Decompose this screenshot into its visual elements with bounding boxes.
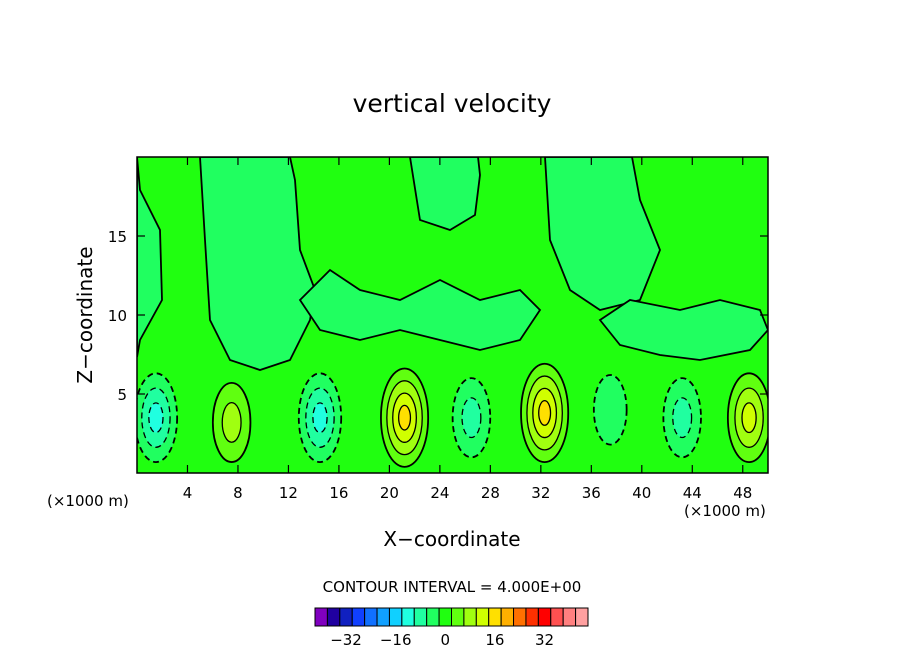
colorbar-swatch — [550, 607, 564, 627]
x-axis-label: X−coordinate — [383, 527, 520, 551]
colorbar-swatch — [376, 607, 390, 627]
contour-line — [741, 402, 757, 434]
x-unit-right: (×1000 m) — [684, 502, 766, 520]
x-tick-label: 20 — [380, 484, 399, 502]
contour-cell — [380, 367, 430, 468]
y-tick-label: 5 — [117, 386, 127, 404]
y-axis-label: Z−coordinate — [73, 246, 97, 383]
contour-cell — [662, 377, 702, 459]
x-tick-label: 36 — [582, 484, 601, 502]
x-tick-label: 24 — [430, 484, 449, 502]
contour-line — [298, 268, 542, 351]
x-tick-label: 32 — [531, 484, 550, 502]
colorbar-swatch — [463, 607, 477, 627]
colorbar-swatch — [401, 607, 415, 627]
colorbar-swatch — [413, 607, 428, 627]
blob-layer — [137, 362, 768, 468]
colorbar-swatch — [451, 607, 465, 627]
colorbar-swatch — [500, 607, 515, 627]
contour-cell — [592, 374, 628, 446]
colorbar — [314, 607, 589, 627]
chart-title: vertical velocity — [353, 89, 552, 118]
contour-line — [598, 299, 768, 361]
colorbar-tick-label: 32 — [535, 631, 554, 649]
colorbar-tick-label: −32 — [330, 631, 362, 649]
colorbar-swatch — [314, 607, 328, 627]
colorbar-swatch — [488, 607, 502, 627]
colorbar-swatch — [525, 607, 539, 627]
contour-line — [672, 397, 693, 439]
colorbar-swatch — [513, 607, 527, 627]
x-tick-label: 8 — [233, 484, 243, 502]
contour-line — [137, 157, 163, 358]
x-tick-label: 28 — [481, 484, 500, 502]
colorbar-tick-label: 0 — [441, 631, 451, 649]
contour-line — [397, 404, 412, 431]
colorbar-swatch — [537, 607, 552, 627]
contour-cell — [451, 377, 492, 459]
colorbar-swatch — [388, 607, 403, 627]
contour-cell — [137, 372, 179, 463]
y-tick-label: 15 — [108, 228, 127, 246]
contour-cell — [297, 372, 343, 464]
colorbar-swatch — [562, 607, 577, 627]
contour-line — [148, 402, 164, 434]
colorbar-tick-label: −16 — [380, 631, 412, 649]
colorbar-tick-label: 16 — [485, 631, 504, 649]
colorbar-swatch — [339, 607, 353, 627]
y-tick-label: 10 — [108, 307, 127, 325]
contour-line — [221, 401, 242, 443]
colorbar-ticks: −32 −16 0 16 32 — [330, 631, 554, 649]
colorbar-swatch — [575, 607, 589, 627]
colorbar-swatch — [351, 607, 366, 627]
x-axis: 4 8 12 16 20 24 28 32 36 40 44 48 — [183, 157, 752, 502]
contour-interval-label: CONTOUR INTERVAL = 4.000E+00 — [323, 578, 582, 596]
colorbar-swatch — [475, 607, 490, 627]
x-tick-label: 4 — [183, 484, 193, 502]
y-axis: 5 10 15 — [108, 228, 768, 404]
x-tick-label: 40 — [632, 484, 651, 502]
contour-cell — [726, 372, 768, 463]
colorbar-swatch — [438, 607, 453, 627]
x-unit-left: (×1000 m) — [47, 492, 129, 510]
contour-line — [312, 402, 328, 434]
colorbar-swatch — [426, 607, 440, 627]
contour-line — [544, 157, 661, 311]
x-tick-label: 48 — [733, 484, 752, 502]
field-layer — [137, 157, 768, 371]
contour-cell — [520, 362, 570, 464]
contour-line — [592, 374, 628, 446]
x-tick-label: 16 — [329, 484, 348, 502]
contour-line — [538, 400, 552, 426]
contour-cell — [211, 381, 252, 463]
x-tick-label: 44 — [683, 484, 702, 502]
x-tick-label: 12 — [279, 484, 298, 502]
contour-line — [199, 157, 316, 371]
contour-line — [461, 397, 482, 439]
contour-line — [409, 157, 481, 231]
colorbar-swatch — [364, 607, 378, 627]
colorbar-swatch — [326, 607, 341, 627]
